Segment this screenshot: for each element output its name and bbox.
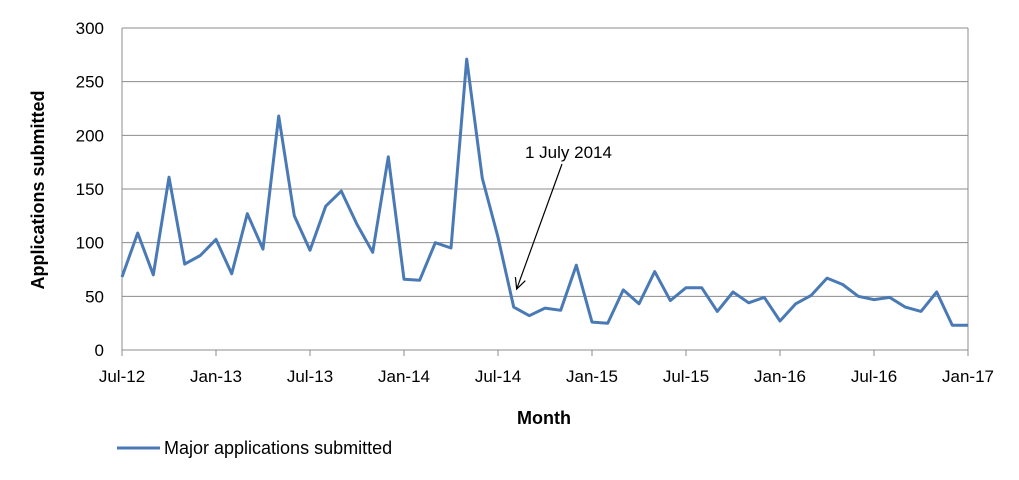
x-tick-label: Jan-17: [942, 367, 994, 386]
y-tick-label: 150: [76, 180, 104, 199]
x-tick-label: Jul-15: [663, 367, 709, 386]
x-tick-label: Jan-13: [190, 367, 242, 386]
x-tick-label: Jan-14: [378, 367, 430, 386]
x-tick-label: Jul-16: [851, 367, 897, 386]
x-tick-label: Jan-16: [754, 367, 806, 386]
x-axis-title: Month: [517, 408, 571, 428]
x-tick-label: Jul-14: [475, 367, 521, 386]
annotation-arrow: [516, 163, 563, 290]
y-tick-label: 100: [76, 234, 104, 253]
y-axis-title: Applications submitted: [28, 90, 48, 289]
y-tick-label: 250: [76, 73, 104, 92]
x-axis-ticks: Jul-12 Jan-13 Jul-13 Jan-14 Jul-14 Jan-15 Jul-…: [99, 350, 994, 386]
y-tick-label: 200: [76, 126, 104, 145]
x-tick-label: Jul-13: [287, 367, 333, 386]
gridlines: [121, 27, 969, 351]
y-tick-label: 0: [95, 341, 104, 360]
x-tick-label: Jan-15: [566, 367, 618, 386]
annotation-arrowhead: [514, 277, 526, 291]
legend-label: Major applications submitted: [164, 438, 392, 458]
y-axis-ticks: 0 50 100 150 200 250 300: [76, 19, 104, 360]
y-tick-label: 300: [76, 19, 104, 38]
series-line-major-applications: [120, 57, 968, 327]
y-tick-label: 50: [85, 287, 104, 306]
x-tick-label: Jul-12: [99, 367, 145, 386]
annotation-label: 1 July 2014: [525, 143, 612, 162]
